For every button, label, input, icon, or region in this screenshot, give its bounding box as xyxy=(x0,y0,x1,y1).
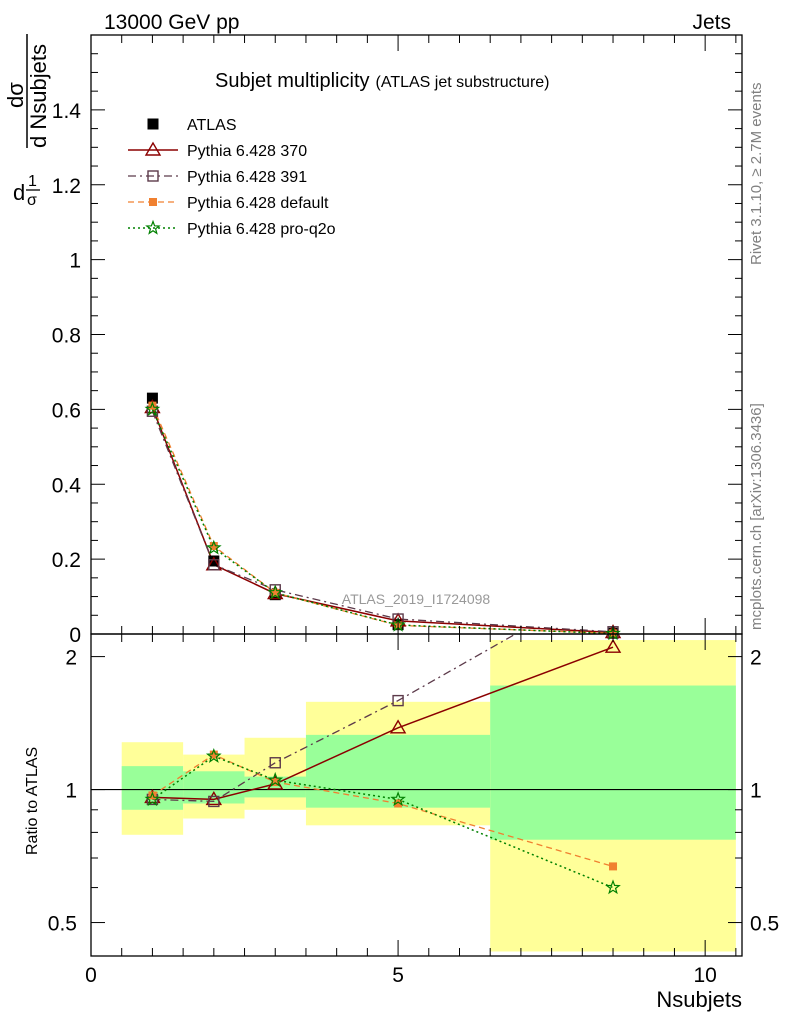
ratio-band-inner xyxy=(121,766,184,810)
ratio-uncertainty-bands xyxy=(91,640,742,952)
collision-label: 13000 GeV pp xyxy=(104,11,239,34)
ratio-point-pq2o xyxy=(205,747,222,763)
main-point-pdefault xyxy=(271,588,280,597)
legend-marker-p370 xyxy=(144,141,162,156)
ratio-point-pq2o xyxy=(605,879,621,895)
ratio-point-pdefault xyxy=(209,750,218,759)
main-y-tick-label: 1.2 xyxy=(52,175,81,198)
y-label-denominator: d Nsubjets xyxy=(26,44,51,148)
ratio-point-pdefault xyxy=(609,862,618,871)
main-y-tick-label: 0.6 xyxy=(52,399,81,422)
main-point-pq2o xyxy=(205,539,222,555)
x-tick-label: 0 xyxy=(85,964,97,987)
legend-marker-atlas xyxy=(147,118,159,130)
legend-marker-p391 xyxy=(147,170,159,182)
main-point-pdefault xyxy=(209,542,218,551)
ratio-line-p391 xyxy=(152,634,517,803)
main-point-pq2o xyxy=(144,401,161,416)
ratio-point-pq2o xyxy=(267,771,284,787)
legend-label-pq2o: Pythia 6.428 pro-q2o xyxy=(187,221,336,238)
ratio-point-p370 xyxy=(205,791,223,806)
ratio-y-tick-label-right: 0.5 xyxy=(750,913,779,936)
y-label-d: d xyxy=(13,180,25,205)
axes-frames: 0 0.2 0.4 0.6 0.8 1 1.2 1.4 0 5 10 0.5 0.5 1 1 2 2 xyxy=(48,34,779,987)
main-y-tick-label: 0.2 xyxy=(52,549,81,572)
ratio-point-p391 xyxy=(392,694,404,707)
ratio-point-pdefault xyxy=(148,791,157,800)
ratio-point-pq2o xyxy=(144,791,161,807)
main-y-tick-label: 0.4 xyxy=(52,474,82,497)
chart-title-main: Subjet multiplicity xyxy=(215,70,370,92)
main-point-p391 xyxy=(208,559,220,571)
ratio-point-pdefault xyxy=(394,799,403,808)
main-y-tick-label: 0.8 xyxy=(52,325,81,348)
legend: ATLAS Pythia 6.428 370 Pythia 6.428 391 Pyt… xyxy=(128,117,336,238)
chart-title: Subjet multiplicity (ATLAS jet substructu… xyxy=(215,70,550,92)
main-y-tick-label: 1 xyxy=(69,250,81,273)
main-y-tick-label: 0 xyxy=(69,624,81,647)
ratio-y-tick-label-right: 2 xyxy=(750,647,762,670)
main-point-pq2o xyxy=(267,584,284,600)
ratio-y-tick-label-left: 0.5 xyxy=(48,913,77,936)
legend-label-p370: Pythia 6.428 370 xyxy=(187,143,307,160)
ratio-y-tick-label-left: 1 xyxy=(65,780,77,803)
x-axis-label: Nsubjets xyxy=(656,987,742,1012)
rivet-label: Rivet 3.1.10, ≥ 2.7M events xyxy=(748,83,765,266)
y-label-one: 1 xyxy=(28,173,37,190)
main-y-axis-label: d 1 σ dσ d Nsubjets xyxy=(3,34,51,209)
ratio-point-p391 xyxy=(608,574,618,584)
legend-marker-pdefault xyxy=(149,198,157,206)
ratio-point-p370 xyxy=(389,719,407,734)
ratio-point-pdefault xyxy=(271,778,280,787)
legend-label-p391: Pythia 6.428 391 xyxy=(187,169,307,186)
ratio-point-p370 xyxy=(604,638,622,653)
ratio-band-inner xyxy=(305,734,491,808)
y-label-dsigma: dσ xyxy=(3,82,28,108)
ratio-band-inner xyxy=(244,776,306,798)
analysis-label: ATLAS_2019_I1724098 xyxy=(342,591,491,607)
legend-label-atlas: ATLAS xyxy=(187,117,237,134)
main-line-p391 xyxy=(151,410,614,633)
ratio-series-markers xyxy=(144,574,622,895)
chart-subtitle: (ATLAS jet substructure) xyxy=(376,74,550,91)
jets-label: Jets xyxy=(692,11,731,34)
ratio-band-inner xyxy=(490,685,736,840)
mcplots-label: mcplots.cern.ch [arXiv:1306.3436] xyxy=(748,403,765,630)
legend-label-pdefault: Pythia 6.428 default xyxy=(187,195,329,212)
x-tick-label: 5 xyxy=(392,964,404,987)
main-line-pq2o xyxy=(151,409,614,634)
ratio-frame xyxy=(90,633,743,957)
ratio-point-p391 xyxy=(269,757,281,769)
ratio-y-tick-label-right: 1 xyxy=(750,780,762,803)
main-point-pdefault xyxy=(148,401,157,410)
ratio-point-p391 xyxy=(208,795,220,808)
ratio-point-pq2o xyxy=(390,791,406,807)
ratio-y-axis-label: Ratio to ATLAS xyxy=(24,747,41,855)
main-y-tick-label: 1.4 xyxy=(52,100,82,123)
x-tick-label: 10 xyxy=(693,964,716,987)
y-label-sigma: σ xyxy=(27,192,37,209)
main-point-atlas xyxy=(208,555,220,567)
main-point-atlas xyxy=(146,392,158,404)
ratio-y-tick-label-left: 2 xyxy=(65,647,77,670)
legend-marker-pq2o xyxy=(145,219,161,235)
